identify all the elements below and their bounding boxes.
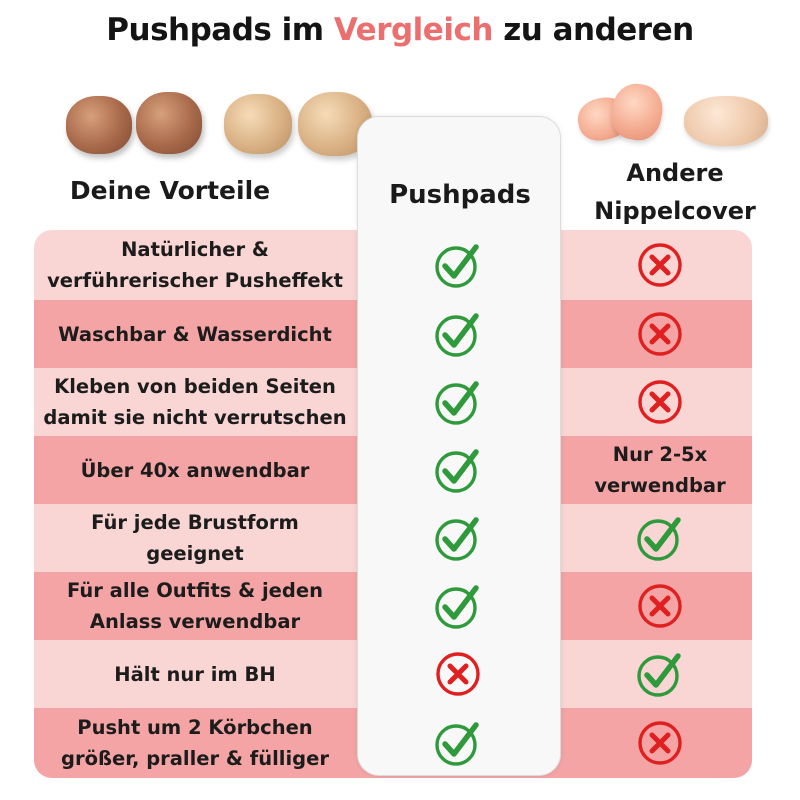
- others-cross-icon: [565, 368, 755, 436]
- others-check-icon: [565, 504, 755, 572]
- advantages-header: Deine Vorteile: [69, 176, 271, 205]
- page-title: Pushpads im Vergleich zu anderen: [0, 12, 800, 48]
- feature-label: Kleben von beiden Seiten damit sie nicht …: [34, 368, 356, 436]
- others-text-cell: Nur 2-5x verwendbar: [565, 436, 755, 504]
- pushpads-check-icon: [357, 504, 559, 572]
- feature-label: Für jede Brustform geeignet: [34, 504, 356, 572]
- pushpads-check-icon: [357, 572, 559, 640]
- pushpads-column: [357, 116, 561, 776]
- others-cross-icon: [565, 230, 755, 300]
- title-part2: zu anderen: [492, 12, 694, 48]
- feature-line1: Waschbar & Wasserdicht: [58, 322, 332, 346]
- feature-line1: Für jede Brustform: [91, 511, 299, 534]
- feature-line1: Für alle Outfits & jeden: [67, 579, 323, 602]
- others-header: Andere Nippelcover: [570, 154, 780, 230]
- feature-line1: Kleben von beiden Seiten: [54, 375, 336, 398]
- pushpads-header: Pushpads: [389, 180, 531, 210]
- feature-line2: Anlass verwendbar: [89, 610, 301, 633]
- feature-line1: Über 40x anwendbar: [80, 458, 310, 482]
- feature-label: Waschbar & Wasserdicht: [34, 300, 356, 368]
- others-text: Nur 2-5x verwendbar: [594, 443, 726, 497]
- feature-label: Hält nur im BH: [34, 640, 356, 708]
- others-header-line1: Andere: [626, 159, 724, 187]
- pushpad-beige-image-1: [224, 94, 292, 154]
- feature-line2: größer, praller & fülliger: [61, 747, 329, 770]
- nipplecover-nude-image: [684, 96, 768, 146]
- pushpads-check-icon: [357, 708, 559, 778]
- others-check-icon: [565, 640, 755, 708]
- feature-line1: Hält nur im BH: [114, 662, 276, 686]
- pushpads-cross-icon: [357, 640, 559, 708]
- others-cross-icon: [565, 572, 755, 640]
- pushpads-check-icon: [357, 300, 559, 368]
- feature-label: Natürlicher & verführerischer Pusheffekt: [34, 230, 356, 300]
- feature-label: Pusht um 2 Körbchen größer, praller & fül…: [34, 708, 356, 778]
- others-cross-icon: [565, 708, 755, 778]
- feature-label: Über 40x anwendbar: [34, 436, 356, 504]
- feature-line1: Pusht um 2 Körbchen: [77, 716, 313, 739]
- pushpads-check-icon: [357, 368, 559, 436]
- feature-line2: damit sie nicht verrutschen: [43, 406, 347, 429]
- feature-line2: geeignet: [146, 542, 244, 565]
- feature-line2: verführerischer Pusheffekt: [47, 269, 343, 292]
- title-highlight: Vergleich: [333, 12, 494, 48]
- pushpad-brown-image-1: [66, 96, 132, 154]
- feature-label: Für alle Outfits & jeden Anlass verwendba…: [34, 572, 356, 640]
- pushpad-brown-image-2: [136, 92, 202, 154]
- pushpads-check-icon: [357, 436, 559, 504]
- others-header-line2: Nippelcover: [594, 197, 756, 225]
- others-cross-icon: [565, 300, 755, 368]
- feature-line1: Natürlicher &: [121, 238, 269, 261]
- title-part1: Pushpads im: [106, 12, 334, 48]
- pushpads-check-icon: [357, 230, 559, 300]
